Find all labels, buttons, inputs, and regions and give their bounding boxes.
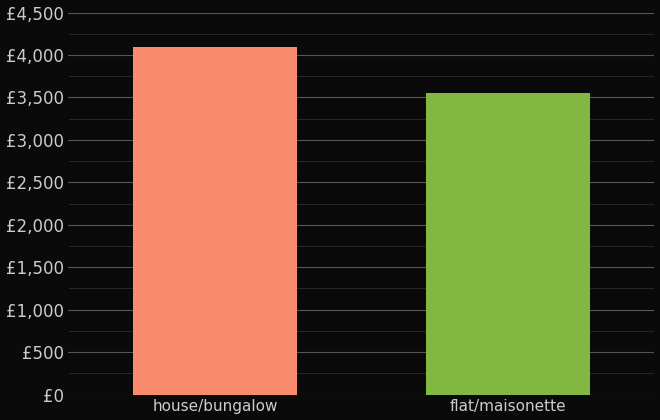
Bar (426, 93, 590, 394)
Bar (133, 47, 297, 394)
